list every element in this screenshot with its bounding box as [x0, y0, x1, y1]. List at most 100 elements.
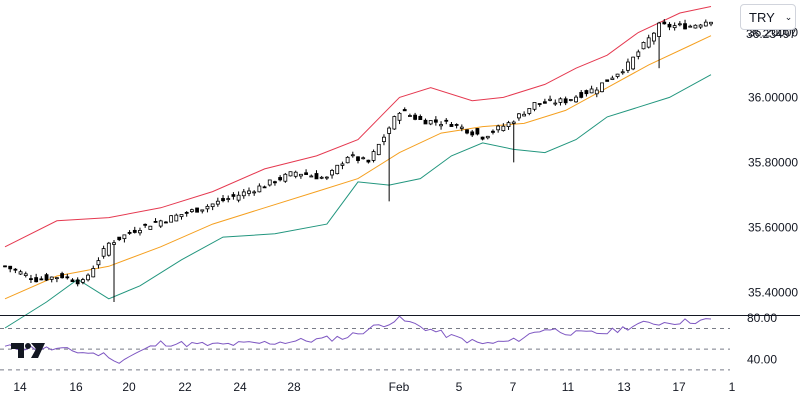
candle [605, 79, 610, 82]
time-tick-label: 22 [178, 380, 192, 394]
time-tick-label: 5 [456, 380, 463, 394]
candle [392, 115, 397, 130]
candle [423, 118, 428, 125]
candle [413, 112, 418, 121]
candle [511, 120, 516, 163]
candle [506, 120, 511, 130]
candle [641, 41, 646, 50]
upper-band-line [4, 6, 712, 248]
candle [127, 230, 132, 235]
candle [179, 214, 184, 220]
candle [44, 272, 49, 282]
bollinger-bands [4, 6, 712, 329]
candle [501, 123, 506, 132]
candle [283, 172, 288, 183]
candle [91, 265, 96, 278]
candle [221, 195, 225, 203]
candle [169, 215, 174, 223]
candle [231, 192, 236, 200]
candle [558, 97, 563, 106]
currency-value: TRY [749, 9, 775, 25]
candle [330, 168, 334, 179]
candle [117, 236, 122, 242]
candle [252, 190, 257, 196]
candle [298, 173, 303, 179]
candle [672, 22, 677, 31]
candle [189, 208, 194, 213]
candle [335, 164, 340, 175]
candle [210, 203, 215, 211]
candle [148, 225, 153, 230]
candle [195, 207, 199, 213]
candle [709, 21, 713, 27]
candle [563, 96, 568, 106]
candle [361, 156, 366, 160]
candle [278, 175, 283, 182]
rsi-tick-label: 40.00 [747, 353, 777, 367]
price-tick-label: 35.80000 [748, 155, 798, 169]
candle [319, 175, 324, 180]
candle [241, 188, 246, 199]
candle [75, 277, 80, 287]
candle [371, 149, 376, 163]
candle [667, 22, 672, 31]
candle [184, 211, 189, 217]
currency-selector[interactable]: TRY ⌄ [740, 4, 796, 30]
candle [631, 56, 636, 71]
candle [86, 273, 90, 282]
candle [70, 278, 75, 283]
candle [267, 179, 272, 187]
candle [620, 69, 625, 75]
tradingview-logo-icon[interactable] [11, 341, 45, 361]
candle [402, 107, 407, 112]
candle [584, 89, 589, 97]
candle [309, 174, 314, 178]
time-tick-label: 14 [13, 380, 27, 394]
candle [314, 170, 319, 180]
basis-line [4, 35, 712, 300]
candle [636, 49, 641, 60]
candle [340, 161, 345, 170]
candle [324, 176, 329, 181]
candle [55, 277, 59, 283]
time-tick-label: Feb [389, 380, 410, 394]
candle [662, 19, 667, 25]
candle [683, 19, 687, 30]
price-tick-label: 35.40000 [748, 285, 798, 299]
candle [106, 241, 111, 257]
time-axis: 14 16 20 22 24 28 Feb 5 7 11 13 17 1 [13, 380, 735, 394]
candle [226, 195, 231, 203]
candle [626, 58, 630, 73]
candle [418, 114, 423, 120]
price-tick-label: 36.00000 [748, 90, 798, 104]
candle [527, 108, 532, 116]
candle [646, 34, 651, 49]
candle [164, 221, 168, 224]
candle [153, 218, 158, 223]
candle [553, 99, 558, 106]
candle [449, 122, 454, 127]
candle [288, 171, 293, 177]
candle [703, 19, 708, 27]
candle [350, 151, 355, 158]
candle [548, 95, 552, 102]
candle [49, 276, 54, 283]
candle [542, 98, 547, 104]
candle [522, 111, 527, 117]
candle [13, 268, 18, 274]
candle [215, 197, 220, 207]
time-tick-label: 11 [562, 380, 575, 394]
candle [8, 265, 13, 273]
candle [589, 85, 594, 94]
candle [574, 95, 578, 103]
candle [439, 121, 443, 130]
price-axis: 36.2000036.0000035.8000035.6000035.40000… [746, 25, 798, 299]
candle [491, 129, 495, 135]
time-tick-label: 7 [510, 380, 517, 394]
last-price-label: 36.23497 [746, 27, 796, 41]
candle [122, 234, 127, 243]
candle [23, 271, 28, 278]
candle [688, 24, 693, 28]
candle [444, 118, 449, 125]
